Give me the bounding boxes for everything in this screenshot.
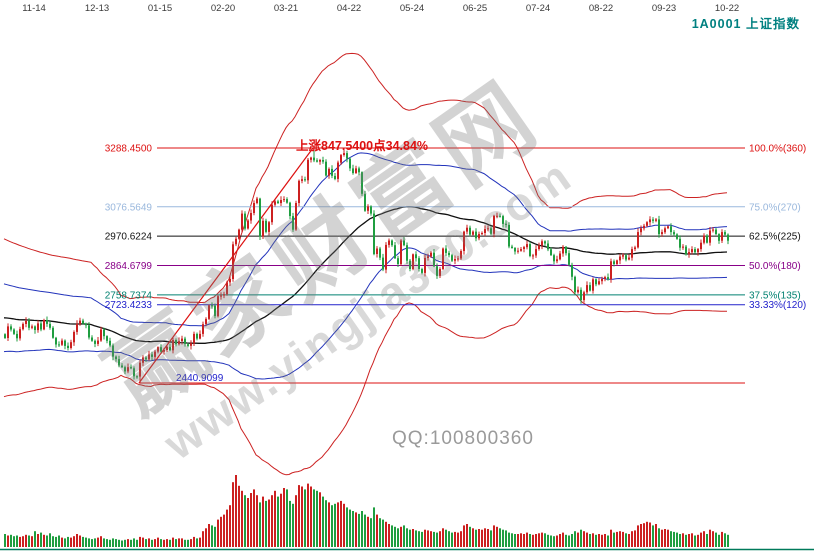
date-tick-label: 09-23 (651, 3, 677, 14)
date-tick-label: 01-15 (147, 3, 173, 14)
symbol-code: 1A0001 (691, 17, 742, 31)
date-tick-label: 05-24 (399, 3, 425, 14)
ma-line (3, 205, 728, 344)
fib-percent-label: 33.33%(120) (749, 300, 806, 311)
date-tick-label: 10-22 (714, 3, 740, 14)
fib-price-label: 3076.5649 (105, 202, 153, 213)
low-price-label: 2440.9099 (176, 373, 224, 384)
fib-percent-label: 50.0%(180) (749, 261, 801, 272)
inner-band-lower (3, 247, 728, 380)
bands-layer (3, 52, 728, 476)
qq-contact: QQ:100800360 (392, 428, 534, 449)
volume-layer (4, 475, 729, 547)
trend-line (138, 147, 314, 384)
rise-annotation: 上涨847.5400点34.84% (296, 139, 429, 153)
date-tick-label: 06-25 (462, 3, 488, 14)
fib-percent-label: 62.5%(225) (749, 232, 801, 243)
date-tick-label: 07-24 (525, 3, 551, 14)
outer-band-upper (3, 52, 728, 303)
fib-price-label: 2864.6799 (105, 261, 153, 272)
chart-title: 1A0001 上证指数 (692, 13, 800, 32)
date-tick-label: 02-20 (210, 3, 236, 14)
inner-band-upper (3, 152, 728, 327)
outer-band-lower (3, 286, 727, 476)
fib-percent-label: 100.0%(360) (749, 144, 806, 155)
fib-percent-label: 75.0%(270) (749, 202, 801, 213)
fib-price-label: 2758.7374 (105, 290, 153, 301)
fib-price-label: 3288.4500 (105, 144, 153, 155)
fib-price-label: 2970.6224 (105, 232, 153, 243)
fib-price-label: 2723.4233 (105, 300, 153, 311)
date-tick-label: 12-13 (84, 3, 110, 14)
index-name: 上证指数 (745, 17, 800, 31)
date-tick-label: 11-14 (22, 3, 46, 14)
labels-layer: 3288.4500 100.0%(360) 3076.5649 75.0%(270) 2… (105, 144, 807, 385)
date-tick-label: 04-22 (336, 3, 362, 14)
fib-percent-label: 37.5%(135) (749, 290, 801, 301)
date-tick-label: 03-21 (273, 3, 299, 14)
date-tick-label: 08-22 (588, 3, 614, 14)
candles-layer (4, 148, 729, 383)
